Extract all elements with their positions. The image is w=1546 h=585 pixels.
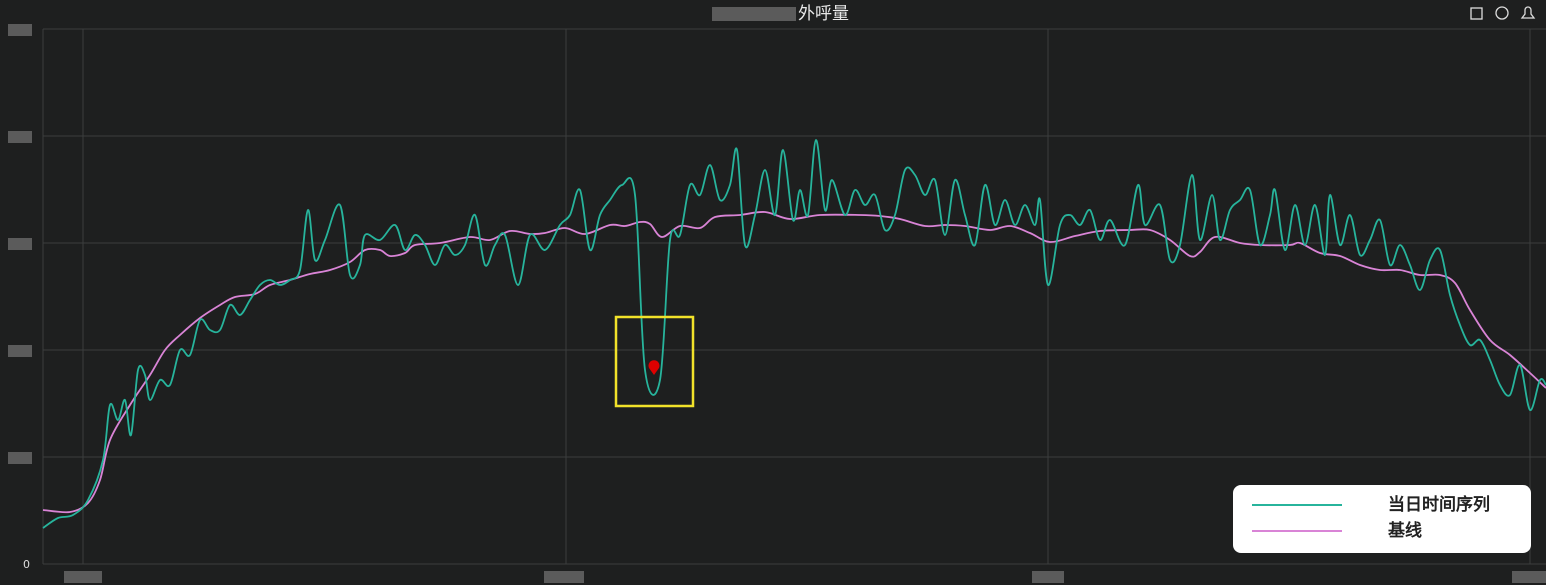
redacted-x-label — [544, 571, 584, 583]
redacted-y-label — [8, 452, 32, 464]
redacted-x-label — [1032, 571, 1064, 583]
y-tick-label: 0 — [23, 558, 30, 571]
alert-icon[interactable] — [1520, 6, 1536, 19]
redacted-labels — [8, 7, 1546, 583]
redacted-y-label — [8, 131, 32, 143]
edit-icon[interactable] — [1470, 7, 1483, 20]
anomaly-box — [614, 315, 695, 408]
redacted-x-label — [64, 571, 102, 583]
anomaly-marker — [648, 360, 660, 375]
plot — [42, 139, 1546, 529]
redacted-x-label — [1512, 571, 1546, 583]
series-line — [42, 211, 1546, 514]
vertical-grid — [42, 29, 1531, 564]
chart-title: 外呼量 — [798, 4, 849, 24]
redacted-y-label — [8, 345, 32, 357]
toolbar — [1470, 6, 1536, 20]
legend-box — [1233, 485, 1531, 553]
redacted-y-label — [8, 24, 32, 36]
redacted-title-prefix — [712, 7, 796, 21]
legend-label: 当日时间序列 — [1388, 494, 1490, 515]
redacted-y-label — [8, 238, 32, 250]
series-line — [42, 139, 1546, 529]
grid: 0 — [23, 28, 1546, 571]
refresh-icon[interactable] — [1495, 6, 1509, 20]
legend-label: 基线 — [1387, 520, 1422, 541]
